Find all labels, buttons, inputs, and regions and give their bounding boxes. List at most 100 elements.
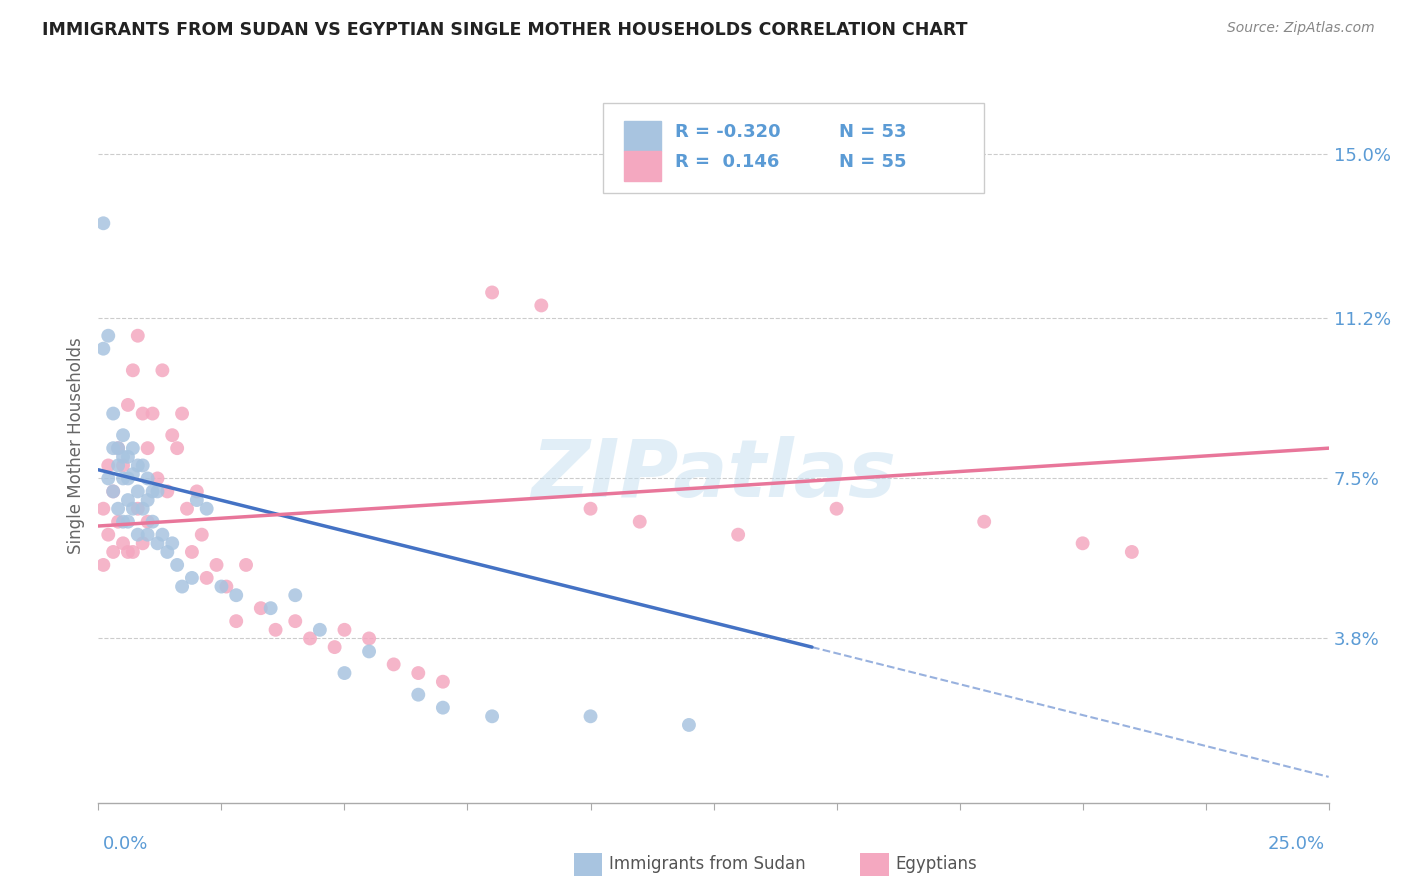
Point	[146, 484, 169, 499]
Bar	[624, 152, 661, 181]
Point	[136, 493, 159, 508]
Point	[112, 536, 135, 550]
Point	[225, 614, 247, 628]
Text: IMMIGRANTS FROM SUDAN VS EGYPTIAN SINGLE MOTHER HOUSEHOLDS CORRELATION CHART: IMMIGRANTS FROM SUDAN VS EGYPTIAN SINGLE…	[42, 21, 967, 38]
Point	[260, 601, 283, 615]
Point	[579, 501, 602, 516]
Point	[152, 527, 174, 541]
Text: Source: ZipAtlas.com: Source: ZipAtlas.com	[1227, 21, 1375, 35]
Point	[107, 501, 129, 516]
Point	[973, 515, 995, 529]
Point	[382, 657, 405, 672]
Y-axis label: Single Mother Households: Single Mother Households	[66, 338, 84, 554]
Point	[186, 484, 208, 499]
Point	[481, 709, 503, 723]
Point	[97, 471, 120, 485]
Point	[225, 588, 247, 602]
Point	[191, 527, 214, 541]
Point	[112, 458, 135, 473]
Point	[628, 515, 651, 529]
Text: Egyptians: Egyptians	[896, 855, 977, 873]
Point	[136, 471, 159, 485]
Point	[117, 515, 139, 529]
Point	[107, 458, 129, 473]
Point	[195, 571, 218, 585]
Point	[122, 501, 145, 516]
Point	[408, 666, 430, 681]
Point	[211, 580, 233, 594]
Point	[132, 407, 155, 421]
Point	[122, 545, 145, 559]
Point	[122, 363, 145, 377]
Text: R =  0.146: R = 0.146	[675, 153, 780, 171]
Text: 0.0%: 0.0%	[103, 835, 148, 853]
Point	[141, 407, 165, 421]
Point	[359, 644, 381, 658]
Point	[172, 407, 194, 421]
Point	[103, 484, 125, 499]
Text: ZIPatlas: ZIPatlas	[531, 435, 896, 514]
Point	[309, 623, 332, 637]
Point	[97, 458, 120, 473]
Point	[107, 515, 129, 529]
Point	[359, 632, 381, 646]
FancyBboxPatch shape	[603, 103, 984, 193]
Point	[162, 428, 183, 442]
Point	[117, 493, 139, 508]
Point	[299, 632, 322, 646]
Point	[1071, 536, 1094, 550]
Point	[323, 640, 346, 654]
Point	[132, 501, 155, 516]
Point	[205, 558, 228, 572]
Point	[93, 216, 115, 230]
Point	[250, 601, 273, 615]
Point	[432, 700, 454, 714]
Text: R = -0.320: R = -0.320	[675, 123, 780, 141]
Point	[132, 458, 155, 473]
Point	[333, 666, 356, 681]
Point	[264, 623, 287, 637]
Point	[1121, 545, 1143, 559]
Point	[112, 428, 135, 442]
Point	[156, 484, 179, 499]
Point	[146, 536, 169, 550]
Point	[117, 471, 139, 485]
Point	[97, 527, 120, 541]
Point	[122, 467, 145, 482]
Point	[112, 450, 135, 464]
Point	[481, 285, 503, 300]
Point	[127, 527, 149, 541]
Text: N = 55: N = 55	[839, 153, 907, 171]
Point	[172, 580, 194, 594]
Point	[93, 342, 115, 356]
Point	[180, 571, 204, 585]
Point	[103, 545, 125, 559]
Point	[127, 458, 149, 473]
Point	[136, 527, 159, 541]
Point	[103, 484, 125, 499]
Point	[825, 501, 848, 516]
Point	[112, 515, 135, 529]
Point	[127, 501, 149, 516]
Point	[180, 545, 204, 559]
Point	[284, 588, 307, 602]
Text: N = 53: N = 53	[839, 123, 907, 141]
Point	[107, 441, 129, 455]
Point	[93, 501, 115, 516]
Point	[579, 709, 602, 723]
Point	[215, 580, 238, 594]
Point	[432, 674, 454, 689]
Point	[284, 614, 307, 628]
Point	[103, 407, 125, 421]
Point	[408, 688, 430, 702]
Point	[152, 363, 174, 377]
Point	[93, 558, 115, 572]
Point	[678, 718, 700, 732]
Point	[97, 328, 120, 343]
Point	[166, 558, 188, 572]
Point	[727, 527, 749, 541]
Point	[186, 493, 208, 508]
Point	[141, 484, 165, 499]
Point	[132, 536, 155, 550]
Point	[107, 441, 129, 455]
